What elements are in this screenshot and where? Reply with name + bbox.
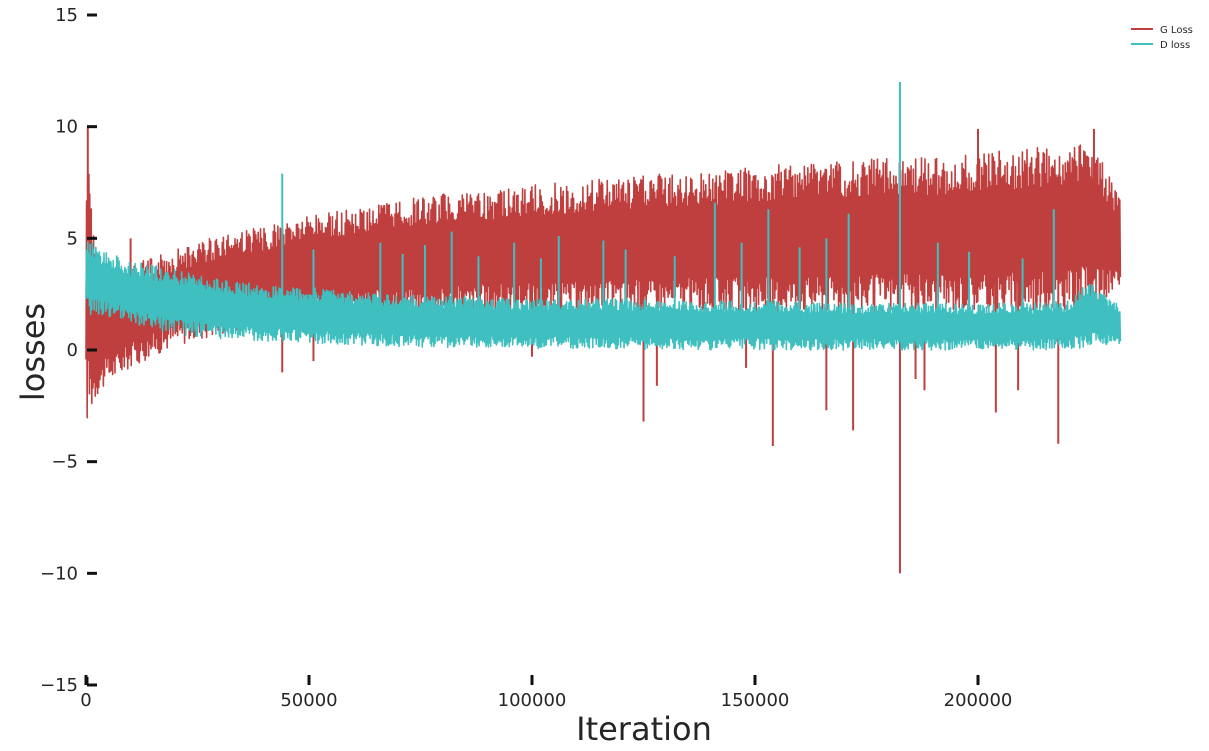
- legend-label: G Loss: [1160, 25, 1193, 36]
- x-tick-label: 50000: [280, 690, 337, 711]
- x-tick-label: 0: [80, 690, 91, 711]
- y-tick-label: 5: [67, 228, 78, 249]
- y-tick-label: 10: [55, 117, 78, 138]
- y-tick-label: 15: [55, 5, 78, 26]
- x-axis-title: Iteration: [576, 710, 712, 748]
- y-tick-label: 0: [67, 340, 78, 361]
- x-tick-label: 100000: [498, 690, 567, 711]
- legend: G Loss D loss: [1131, 25, 1193, 51]
- x-axis: 0 50000 100000 150000 200000: [80, 675, 1012, 711]
- legend-label: D loss: [1160, 40, 1190, 51]
- x-tick-label: 150000: [721, 690, 790, 711]
- y-axis-title: losses: [14, 303, 52, 401]
- y-tick-label: −10: [40, 563, 78, 584]
- series-line: [85, 241, 1122, 351]
- x-tick-label: 200000: [944, 690, 1013, 711]
- y-tick-label: −5: [51, 452, 78, 473]
- series-g-loss: [85, 126, 1122, 574]
- series-d-loss: [85, 82, 1122, 351]
- y-tick-label: −15: [40, 675, 78, 696]
- plot-area: [85, 82, 1122, 574]
